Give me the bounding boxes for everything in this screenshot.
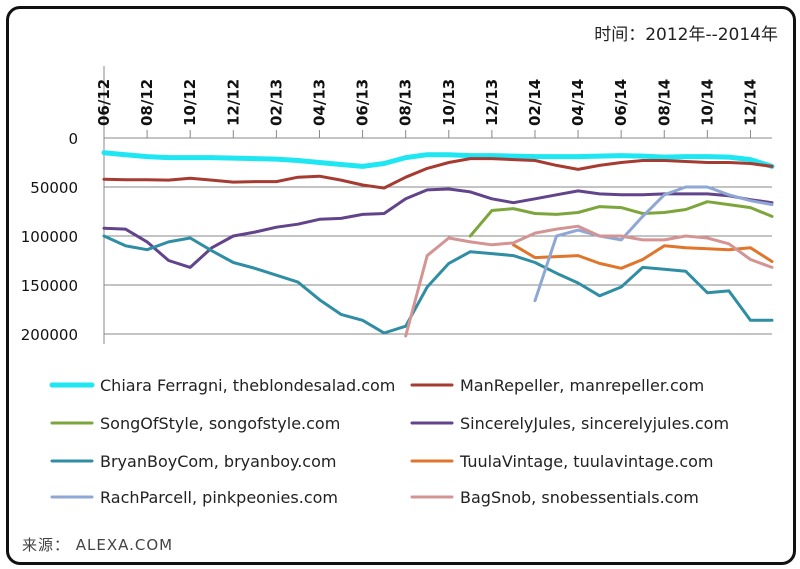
x-tick-label: 08/13 (397, 79, 415, 126)
x-tick-label: 10/14 (698, 79, 716, 126)
series-line (101, 150, 775, 169)
series-line (511, 243, 774, 270)
x-tick-label: 02/14 (526, 79, 544, 126)
series-line (102, 234, 774, 335)
x-tick-label: 12/13 (483, 79, 501, 126)
y-tick-label: 150000 (21, 277, 78, 295)
y-tick-label: 200000 (21, 326, 78, 344)
y-tick-label: 50000 (30, 179, 78, 197)
x-tick-label: 10/13 (440, 79, 458, 126)
x-tick-label: 10/12 (181, 79, 199, 126)
series-line (404, 224, 774, 338)
x-tick-label: 04/13 (310, 79, 328, 126)
legend-label: ManRepeller, manrepeller.com (460, 376, 704, 395)
x-tick-label: 02/13 (267, 79, 285, 126)
series-line (468, 200, 774, 238)
x-tick-label: 06/12 (95, 79, 113, 126)
x-tick-label: 06/13 (354, 79, 372, 126)
x-tick-label: 04/14 (569, 79, 587, 126)
x-tick-label: 12/14 (741, 79, 759, 126)
y-tick-label: 100000 (21, 228, 78, 246)
chart-title: 时间：2012年--2014年 (594, 25, 778, 45)
legend-label: RachParcell, pinkpeonies.com (100, 488, 338, 507)
legend-label: TuulaVintage, tuulavintage.com (459, 452, 714, 471)
x-tick-label: 06/14 (612, 79, 630, 126)
legend-label: Chiara Ferragni, theblondesalad.com (100, 376, 395, 395)
legend-label: BagSnob, snobessentials.com (460, 488, 699, 507)
y-tick-label: 0 (68, 130, 78, 148)
series-line (102, 187, 774, 269)
legend-label: BryanBoyCom, bryanboy.com (100, 452, 336, 471)
x-tick-label: 12/12 (224, 79, 242, 126)
series-line (102, 157, 774, 190)
source-note: 来源： ALEXA.COM (22, 536, 174, 554)
x-tick-label: 08/12 (138, 79, 156, 126)
legend-label: SincerelyJules, sincerelyjules.com (460, 414, 729, 433)
series-line (533, 185, 774, 303)
legend-label: SongOfStyle, songofstyle.com (100, 414, 340, 433)
x-tick-label: 08/14 (655, 79, 673, 126)
